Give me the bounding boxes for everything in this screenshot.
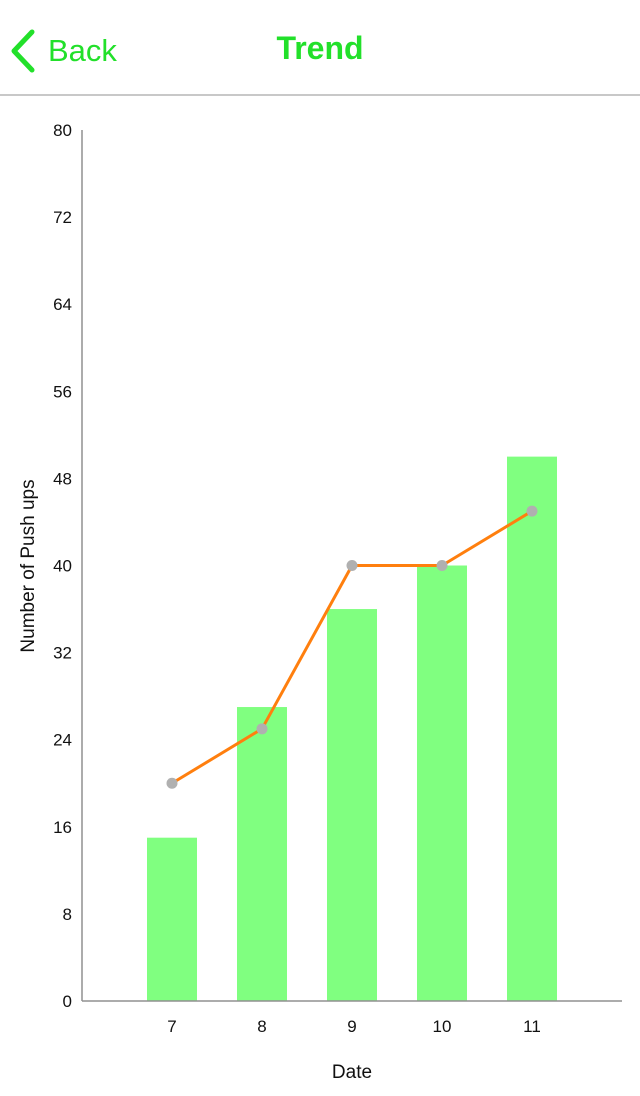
y-tick-label: 40 xyxy=(53,557,72,576)
x-tick-label: 10 xyxy=(433,1017,452,1036)
y-tick-label: 24 xyxy=(53,731,72,750)
y-tick-label: 72 xyxy=(53,208,72,227)
bar xyxy=(147,837,197,1001)
bar xyxy=(417,565,467,1001)
y-tick-labels: 0 8 16 24 32 40 48 56 64 72 80 xyxy=(53,121,72,1011)
y-tick-label: 32 xyxy=(53,644,72,663)
x-tick-label: 11 xyxy=(523,1017,541,1036)
back-button[interactable]: Back xyxy=(10,28,117,74)
x-axis-label: Date xyxy=(332,1062,372,1083)
line-series xyxy=(166,505,538,789)
back-button-label: Back xyxy=(48,33,117,68)
y-tick-label: 64 xyxy=(53,295,72,314)
bar xyxy=(507,456,557,1001)
x-tick-label: 8 xyxy=(257,1017,266,1036)
line-point xyxy=(166,777,178,789)
chevron-left-icon xyxy=(11,29,35,73)
line-point xyxy=(256,723,268,735)
line-point xyxy=(526,505,538,517)
y-tick-label: 48 xyxy=(53,469,72,488)
y-axis-label: Number of Push ups xyxy=(18,479,39,652)
bar xyxy=(327,609,377,1001)
y-tick-label: 0 xyxy=(63,992,72,1011)
x-tick-label: 7 xyxy=(167,1017,176,1036)
y-tick-label: 80 xyxy=(53,121,72,140)
y-tick-label: 56 xyxy=(53,382,72,401)
y-tick-label: 16 xyxy=(53,818,72,837)
bar-series xyxy=(147,456,557,1001)
y-tick-label: 8 xyxy=(63,905,72,924)
x-tick-labels: 7 8 9 10 11 xyxy=(167,1017,541,1036)
x-tick-label: 9 xyxy=(347,1017,356,1036)
trend-chart: 0 8 16 24 32 40 48 56 64 72 80 7 8 9 10 11 Date Number… xyxy=(18,121,622,1083)
navigation-bar: Back Trend xyxy=(0,0,640,96)
line-point xyxy=(346,560,358,571)
page-title: Trend xyxy=(276,30,364,66)
line-point xyxy=(436,560,448,571)
bar xyxy=(237,707,287,1001)
